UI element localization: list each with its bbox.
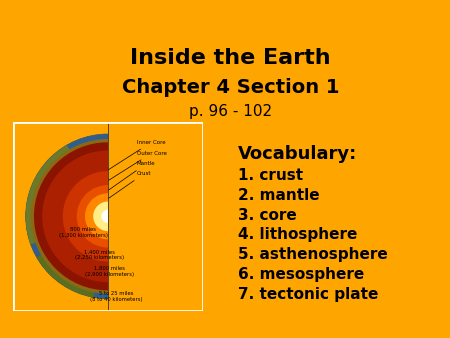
Text: Inside the Earth: Inside the Earth	[130, 48, 331, 68]
Text: Crust: Crust	[108, 171, 151, 198]
Text: 7. tectonic plate: 7. tectonic plate	[238, 287, 378, 302]
Wedge shape	[26, 134, 108, 298]
Circle shape	[93, 201, 123, 231]
Text: 1,400 miles
(2,250 kilometers): 1,400 miles (2,250 kilometers)	[75, 249, 124, 260]
Circle shape	[63, 171, 153, 262]
Text: 6. mesosphere: 6. mesosphere	[238, 267, 364, 282]
Wedge shape	[26, 145, 108, 244]
Circle shape	[101, 210, 115, 223]
Circle shape	[85, 193, 131, 239]
Text: 5 to 25 miles
(8 to 40 kilometers): 5 to 25 miles (8 to 40 kilometers)	[90, 291, 143, 302]
Text: 2. mantle: 2. mantle	[238, 188, 319, 203]
Text: Chapter 4 Section 1: Chapter 4 Section 1	[122, 78, 339, 97]
Text: Outer Core: Outer Core	[109, 151, 166, 180]
Text: p. 96 - 102: p. 96 - 102	[189, 104, 272, 119]
Text: 1. crust: 1. crust	[238, 168, 303, 183]
Text: 3. core: 3. core	[238, 208, 297, 223]
Circle shape	[42, 150, 174, 282]
Text: 800 miles
(1,300 kilometers): 800 miles (1,300 kilometers)	[59, 227, 108, 238]
Circle shape	[77, 185, 139, 248]
Text: Vocabulary:: Vocabulary:	[238, 145, 357, 163]
Bar	[108, 118, 207, 315]
Text: 4. lithosphere: 4. lithosphere	[238, 227, 357, 242]
Text: 1,800 miles
(2,900 kilometers): 1,800 miles (2,900 kilometers)	[85, 266, 134, 276]
Wedge shape	[37, 216, 108, 297]
Circle shape	[31, 139, 185, 294]
Text: Mantle: Mantle	[108, 161, 155, 190]
Circle shape	[26, 134, 190, 298]
Text: Inner Core: Inner Core	[109, 140, 166, 170]
Circle shape	[34, 142, 182, 290]
Text: 5. asthenosphere: 5. asthenosphere	[238, 247, 387, 262]
